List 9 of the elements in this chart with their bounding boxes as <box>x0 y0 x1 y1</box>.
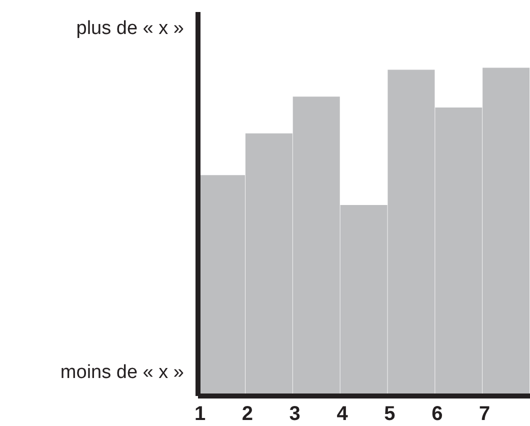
text: moins de « x » <box>60 362 184 384</box>
x-tick-label: 3 <box>289 403 300 425</box>
text: plus de « x » <box>76 18 184 40</box>
x-tick-label: 4 <box>336 403 349 425</box>
x-tick-label: 7 <box>479 403 490 425</box>
x-tick-label: 6 <box>432 403 443 425</box>
x-tick-label: 1 <box>194 403 206 425</box>
x-tick-label: 5 <box>384 403 396 425</box>
x-tick-label: 2 <box>242 403 253 425</box>
